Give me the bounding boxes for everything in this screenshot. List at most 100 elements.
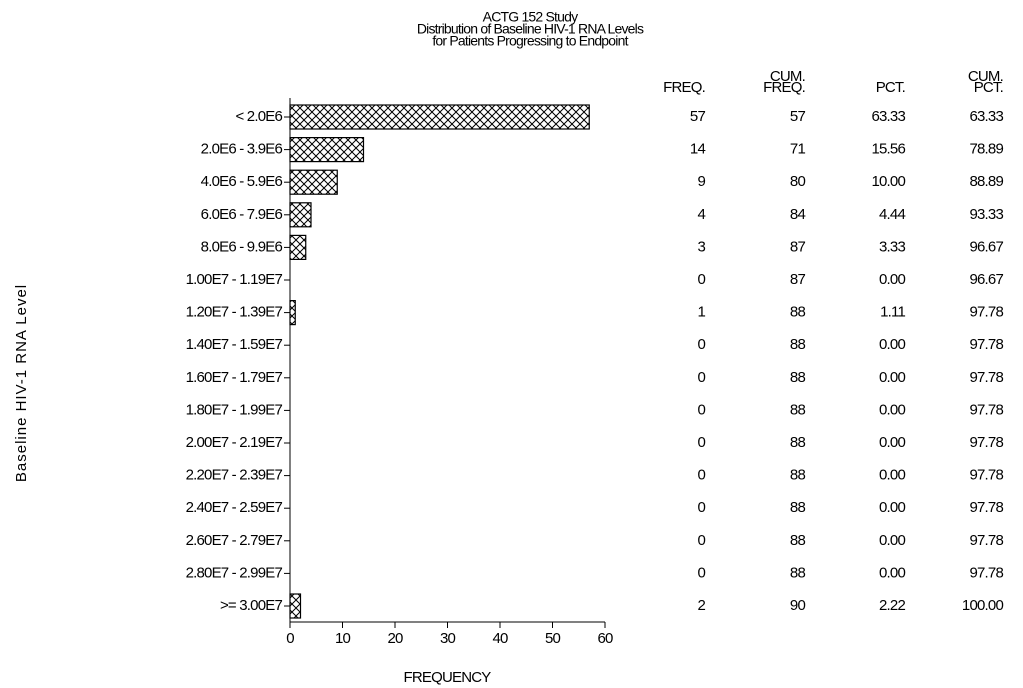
table-cell: 100.00 [962, 597, 1004, 614]
bar [289, 234, 307, 260]
x-tick-label: 30 [440, 630, 456, 647]
y-tick-label: 1.00E7 - 1.19E7 [186, 271, 283, 288]
table-cell: 97.78 [969, 369, 1003, 386]
table-cell: 80 [790, 173, 806, 190]
table-cell: 96.67 [969, 271, 1003, 288]
table-cell: 57 [690, 108, 706, 125]
x-axis-label: FREQUENCY [404, 669, 492, 686]
chart-title: ACTG 152 Study [483, 9, 578, 25]
table-cell: 87 [790, 238, 806, 255]
y-tick-label: 1.40E7 - 1.59E7 [186, 336, 283, 353]
table-cell: 2.22 [879, 597, 905, 614]
table-cell: 88 [790, 304, 806, 321]
table-cell: 2 [697, 597, 705, 614]
table-cell: 1 [697, 304, 705, 321]
table-cell: 0.00 [879, 499, 905, 516]
chart-title: Distribution of Baseline HIV-1 RNA Level… [417, 21, 644, 37]
table-cell: 15.56 [871, 141, 905, 158]
table-cell: 63.33 [969, 108, 1003, 125]
table-cell: 97.78 [969, 304, 1003, 321]
table-cell: 0.00 [879, 467, 905, 484]
x-tick-label: 10 [335, 630, 351, 647]
y-tick-label: 1.60E7 - 1.79E7 [186, 369, 283, 386]
bar [289, 593, 302, 619]
bar [289, 104, 590, 130]
table-cell: 0 [697, 467, 705, 484]
table-cell: 0.00 [879, 336, 905, 353]
table-cell: 4 [697, 206, 705, 223]
x-tick-label: 60 [597, 630, 613, 647]
y-tick-label: 1.80E7 - 1.99E7 [186, 401, 283, 418]
table-cell: 87 [790, 271, 806, 288]
table-cell: 97.78 [969, 499, 1003, 516]
table-header: CUM. [968, 68, 1003, 85]
table-cell: 84 [790, 206, 806, 223]
table-cell: 4.44 [879, 206, 905, 223]
table-cell: 78.89 [969, 141, 1003, 158]
table-header: FREQ. [763, 79, 805, 96]
table-cell: 0 [697, 369, 705, 386]
table-cell: 0 [697, 336, 705, 353]
table-cell: 3 [697, 238, 705, 255]
table-cell: 0 [697, 434, 705, 451]
x-tick-label: 40 [492, 630, 508, 647]
table-cell: 0 [697, 271, 705, 288]
table-cell: 0.00 [879, 401, 905, 418]
table-cell: 1.11 [880, 304, 905, 321]
table-cell: 88 [790, 532, 806, 549]
table-cell: 93.33 [969, 206, 1003, 223]
table-cell: 97.78 [969, 336, 1003, 353]
y-tick-label: 4.0E6 - 5.9E6 [201, 173, 283, 190]
y-tick-label: 2.0E6 - 3.9E6 [201, 141, 283, 158]
table-cell: 97.78 [969, 434, 1003, 451]
table-cell: 88 [790, 336, 806, 353]
y-tick-label: 8.0E6 - 9.9E6 [201, 238, 283, 255]
table-cell: 63.33 [871, 108, 905, 125]
table-cell: 0 [697, 532, 705, 549]
table-cell: 88 [790, 564, 806, 581]
table-cell: 97.78 [969, 532, 1003, 549]
table-cell: 97.78 [969, 564, 1003, 581]
x-tick-label: 50 [545, 630, 561, 647]
table-cell: 88.89 [969, 173, 1003, 190]
y-tick-label: 2.80E7 - 2.99E7 [186, 564, 283, 581]
y-tick-label: 2.60E7 - 2.79E7 [186, 532, 283, 549]
y-tick-label: 6.0E6 - 7.9E6 [201, 206, 283, 223]
table-cell: 0.00 [879, 369, 905, 386]
x-tick-label: 0 [286, 630, 294, 647]
table-cell: 0.00 [879, 532, 905, 549]
table-cell: 90 [790, 597, 806, 614]
bar [289, 202, 312, 228]
table-cell: 10.00 [871, 173, 905, 190]
table-cell: 96.67 [969, 238, 1003, 255]
y-tick-label: 2.40E7 - 2.59E7 [186, 499, 283, 516]
table-cell: 9 [697, 173, 705, 190]
y-axis-label: Baseline HIV-1 RNA Level [13, 284, 30, 482]
y-tick-label: 2.00E7 - 2.19E7 [186, 434, 283, 451]
table-cell: 3.33 [879, 238, 905, 255]
table-cell: 97.78 [969, 401, 1003, 418]
table-header: CUM. [770, 68, 805, 85]
y-tick-label: 2.20E7 - 2.39E7 [186, 467, 283, 484]
table-cell: 0 [697, 564, 705, 581]
table-cell: 57 [790, 108, 806, 125]
table-cell: 0.00 [879, 271, 905, 288]
table-cell: 88 [790, 401, 806, 418]
chart-title: for Patients Progressing to Endpoint [432, 33, 628, 49]
table-cell: 0 [697, 499, 705, 516]
table-cell: 0.00 [879, 434, 905, 451]
table-header: PCT. [876, 79, 905, 96]
y-tick-label: 1.20E7 - 1.39E7 [186, 304, 283, 321]
table-cell: 0 [697, 401, 705, 418]
table-cell: 97.78 [969, 467, 1003, 484]
table-cell: 0.00 [879, 564, 905, 581]
y-tick-label: < 2.0E6 [235, 108, 282, 125]
table-cell: 88 [790, 369, 806, 386]
bar [289, 169, 338, 195]
table-cell: 88 [790, 467, 806, 484]
table-cell: 71 [790, 141, 806, 158]
table-cell: 14 [690, 141, 706, 158]
table-cell: 88 [790, 434, 806, 451]
table-header: FREQ. [663, 79, 705, 96]
